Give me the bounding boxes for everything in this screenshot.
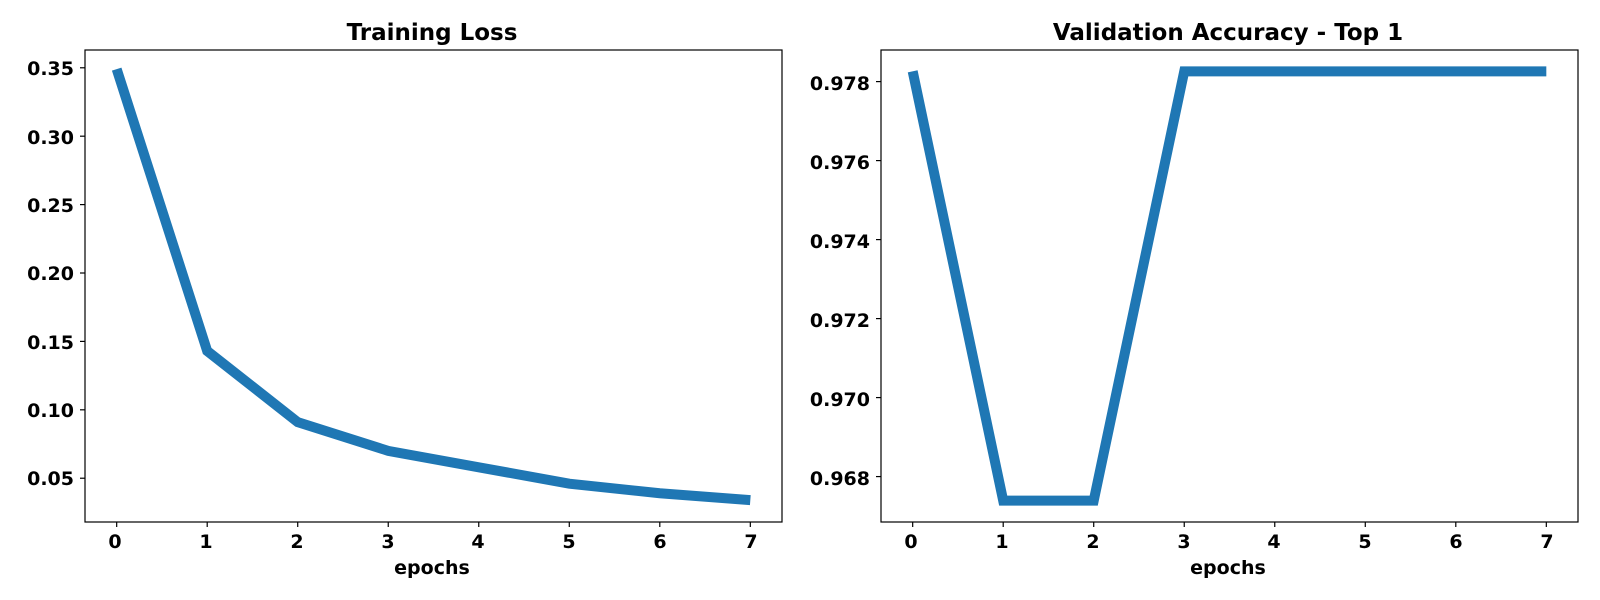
y-tick-label: 0.30 bbox=[27, 127, 74, 149]
y-tick-label: 0.15 bbox=[27, 332, 74, 354]
training-loss-panel: Training Loss 0 1 2 3 4 5 6 7 0.05 0.10 … bbox=[27, 20, 783, 579]
y-tick-label: 0.970 bbox=[810, 389, 870, 411]
x-tick-label: 3 bbox=[381, 531, 394, 553]
y-tick-label: 0.972 bbox=[810, 310, 870, 332]
plot-frame bbox=[880, 49, 1579, 523]
x-tick-label: 0 bbox=[904, 531, 917, 553]
x-ticks: 0 1 2 3 4 5 6 7 bbox=[904, 531, 1553, 553]
y-ticks: 0.05 0.10 0.15 0.20 0.25 0.30 0.35 bbox=[27, 58, 74, 490]
y-ticks: 0.968 0.970 0.972 0.974 0.976 0.978 bbox=[810, 73, 870, 490]
x-tick-label: 2 bbox=[290, 531, 303, 553]
series-marks bbox=[80, 67, 751, 527]
series-line bbox=[907, 66, 1547, 506]
y-tick-label: 0.978 bbox=[810, 73, 870, 95]
x-tick-label: 0 bbox=[108, 531, 121, 553]
series-marks bbox=[876, 66, 1547, 527]
plot-frame bbox=[84, 49, 783, 523]
validation-accuracy-panel: Validation Accuracy - Top 1 0 1 2 3 4 5 … bbox=[810, 20, 1579, 579]
x-tick-label: 4 bbox=[471, 531, 484, 553]
chart-title: Validation Accuracy - Top 1 bbox=[1053, 20, 1403, 46]
x-axis-label: epochs bbox=[1190, 557, 1266, 579]
y-tick-label: 0.976 bbox=[810, 152, 870, 174]
x-tick-label: 6 bbox=[653, 531, 666, 553]
x-tick-label: 2 bbox=[1086, 531, 1099, 553]
y-tick-label: 0.968 bbox=[810, 468, 870, 490]
chart-title: Training Loss bbox=[347, 20, 518, 46]
x-tick-label: 5 bbox=[1358, 531, 1371, 553]
x-tick-label: 6 bbox=[1449, 531, 1462, 553]
y-tick-label: 0.974 bbox=[810, 231, 870, 253]
y-tick-label: 0.05 bbox=[27, 468, 74, 490]
x-tick-label: 1 bbox=[995, 531, 1008, 553]
x-ticks: 0 1 2 3 4 5 6 7 bbox=[108, 531, 757, 553]
y-tick-label: 0.20 bbox=[27, 263, 74, 285]
y-tick-label: 0.10 bbox=[27, 400, 74, 422]
x-axis-label: epochs bbox=[394, 557, 470, 579]
x-tick-label: 5 bbox=[562, 531, 575, 553]
y-tick-label: 0.35 bbox=[27, 58, 74, 80]
x-tick-label: 7 bbox=[744, 531, 757, 553]
x-tick-label: 3 bbox=[1177, 531, 1190, 553]
x-tick-label: 1 bbox=[199, 531, 212, 553]
x-tick-label: 7 bbox=[1540, 531, 1553, 553]
y-tick-label: 0.25 bbox=[27, 195, 74, 217]
series-line bbox=[111, 67, 751, 506]
x-tick-label: 4 bbox=[1267, 531, 1280, 553]
